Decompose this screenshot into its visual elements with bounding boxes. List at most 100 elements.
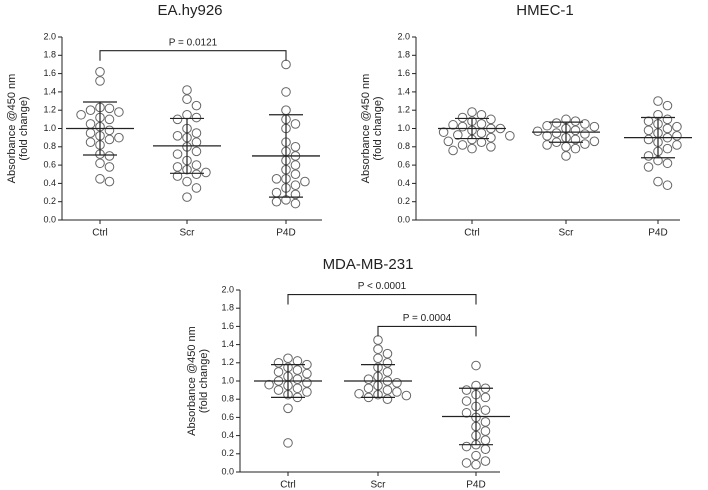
- data-point: [476, 109, 487, 120]
- data-point: [580, 119, 590, 129]
- data-point: [76, 109, 86, 120]
- y-axis-label: (fold change): [18, 96, 30, 160]
- data-point: [643, 162, 654, 172]
- data-point: [182, 109, 192, 120]
- data-point: [182, 192, 192, 202]
- data-point: [273, 385, 284, 395]
- data-point: [95, 174, 105, 184]
- data-point: [283, 353, 293, 364]
- y-tick-label: 0.2: [397, 196, 410, 206]
- data-point: [662, 100, 673, 111]
- y-tick-label: 1.8: [397, 50, 410, 60]
- y-axis-label: Absorbance @450 nm: [6, 74, 18, 184]
- data-point: [589, 136, 600, 147]
- data-point: [457, 140, 468, 150]
- y-tick-label: 0.8: [397, 141, 410, 151]
- data-point: [551, 118, 562, 128]
- data-point: [542, 120, 552, 131]
- y-tick-label: 1.4: [221, 339, 234, 349]
- x-tick-label: Ctrl: [92, 228, 108, 239]
- data-point: [290, 160, 301, 170]
- y-axis-label: Absorbance @450 nm: [360, 74, 372, 184]
- data-point: [480, 444, 491, 455]
- data-point: [480, 392, 491, 403]
- data-point: [191, 112, 202, 123]
- y-tick-label: 1.2: [397, 105, 410, 115]
- data-point: [191, 146, 202, 157]
- y-tick-label: 1.4: [43, 86, 56, 96]
- data-point: [382, 367, 393, 377]
- data-point: [191, 183, 202, 193]
- data-point: [264, 379, 274, 390]
- data-point: [589, 121, 600, 132]
- data-point: [290, 198, 301, 209]
- data-point: [448, 145, 458, 156]
- data-point: [290, 180, 301, 191]
- data-point: [283, 403, 293, 414]
- data-point: [471, 450, 481, 461]
- data-point: [480, 426, 491, 436]
- data-point: [191, 169, 202, 180]
- data-point: [461, 458, 472, 468]
- data-point: [662, 143, 673, 154]
- data-point: [95, 66, 105, 77]
- data-point: [292, 365, 303, 375]
- data-point: [281, 59, 291, 70]
- data-point: [643, 134, 654, 145]
- data-point: [182, 94, 192, 105]
- data-point: [561, 142, 571, 152]
- y-tick-label: 0.8: [221, 394, 234, 404]
- y-tick-label: 0.4: [43, 178, 56, 188]
- data-point: [580, 139, 590, 149]
- data-point: [486, 114, 496, 125]
- y-tick-label: 2.0: [43, 31, 56, 41]
- data-point: [172, 114, 183, 125]
- data-point: [580, 129, 590, 139]
- data-point: [476, 137, 487, 148]
- data-point: [283, 438, 293, 448]
- data-point: [373, 353, 383, 364]
- y-tick-label: 1.2: [221, 357, 234, 367]
- x-tick-label: P4D: [466, 480, 485, 490]
- chart-title: HMEC-1: [516, 2, 574, 19]
- data-point: [392, 387, 402, 397]
- y-tick-label: 1.8: [221, 303, 234, 313]
- data-point: [302, 368, 312, 379]
- data-point: [302, 387, 312, 397]
- x-tick-label: P4D: [648, 228, 667, 239]
- data-point: [382, 385, 393, 395]
- x-tick-label: P4D: [276, 228, 295, 239]
- data-point: [570, 116, 581, 126]
- y-axis-label: (fold change): [372, 96, 384, 160]
- y-tick-label: 0.2: [43, 196, 56, 206]
- data-point: [271, 187, 282, 198]
- y-tick-label: 1.8: [43, 50, 56, 60]
- x-tick-label: Scr: [559, 228, 575, 239]
- data-point: [453, 130, 463, 140]
- data-point: [382, 348, 393, 359]
- data-point: [281, 87, 291, 97]
- p-value: P < 0.0001: [358, 281, 407, 292]
- chart-title: MDA-MB-231: [323, 256, 414, 273]
- data-point: [471, 459, 481, 470]
- data-point: [300, 176, 310, 187]
- data-point: [461, 385, 472, 395]
- data-point: [467, 143, 477, 154]
- data-point: [476, 128, 487, 138]
- data-point: [467, 107, 477, 117]
- y-tick-label: 0.8: [43, 141, 56, 151]
- data-point: [104, 176, 115, 187]
- data-point: [363, 374, 374, 384]
- data-point: [457, 121, 468, 132]
- y-tick-label: 2.0: [221, 284, 234, 294]
- data-point: [476, 119, 487, 129]
- y-tick-label: 0.2: [221, 448, 234, 458]
- data-point: [104, 162, 115, 172]
- data-point: [480, 405, 491, 415]
- data-point: [570, 143, 581, 154]
- data-point: [486, 142, 496, 152]
- significance-bracket: [377, 325, 477, 337]
- y-tick-label: 1.6: [221, 321, 234, 331]
- y-axis-label: Absorbance @450 nm: [186, 326, 198, 436]
- data-point: [471, 360, 481, 371]
